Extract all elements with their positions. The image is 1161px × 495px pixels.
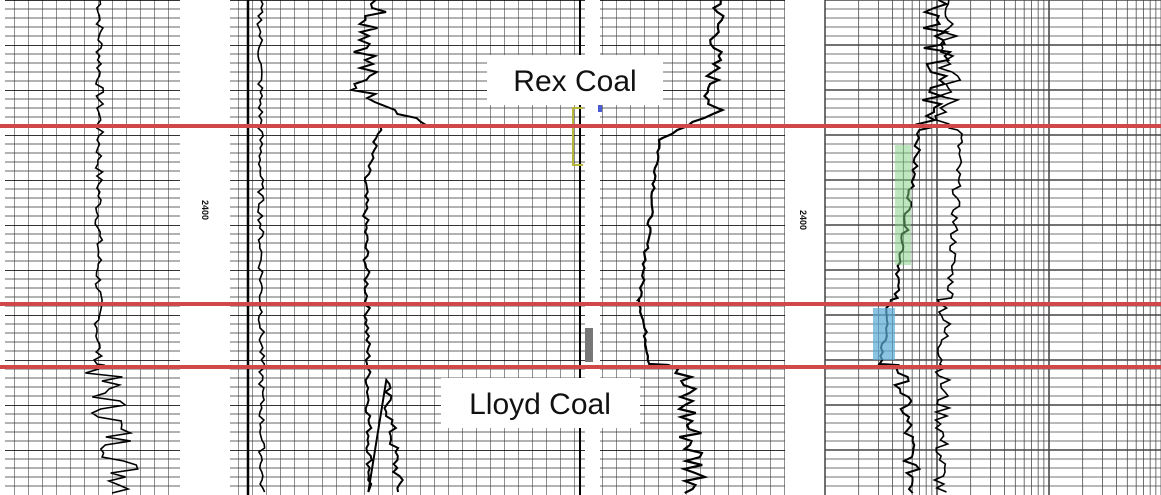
track [825,0,1161,495]
marker-bar [585,328,593,362]
lloyd-coal-label: Lloyd Coal [469,388,611,421]
rex-coal-label: Rex Coal [513,65,636,98]
depth-marker: 2400 [200,200,210,220]
highlight [873,308,895,360]
highlight [895,145,911,265]
well-log: Rex Coal Lloyd Coal 2400 2400 [0,0,1161,495]
track [5,0,180,495]
depth-marker: 2400 [798,210,808,230]
